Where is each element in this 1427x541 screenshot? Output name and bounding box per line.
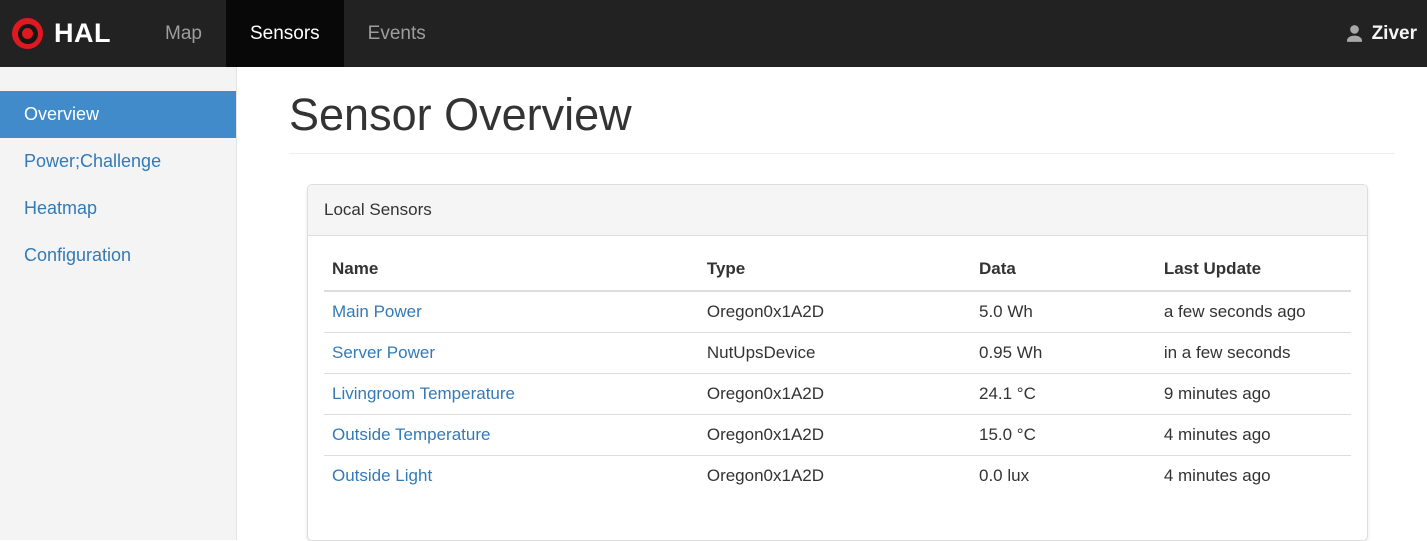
- column-header-last-update: Last Update: [1155, 247, 1351, 292]
- sensor-last-update: 4 minutes ago: [1155, 454, 1351, 496]
- column-header-data: Data: [970, 247, 1156, 292]
- table-row: Main Power Oregon0x1A2D 5.0 Wh a few sec…: [324, 290, 1351, 333]
- brand-home-link[interactable]: HAL: [0, 0, 127, 67]
- main-nav: Map Sensors Events: [141, 0, 450, 67]
- sensor-data: 24.1 °C: [970, 372, 1156, 415]
- main-content: Sensor Overview Local Sensors Name Type …: [238, 90, 1427, 541]
- table-header-row: Name Type Data Last Update: [324, 247, 1351, 292]
- person-icon: [1346, 25, 1362, 42]
- sensor-type: Oregon0x1A2D: [698, 413, 971, 456]
- sensor-type: Oregon0x1A2D: [698, 290, 971, 333]
- sensor-data: 0.0 lux: [970, 454, 1156, 496]
- sidebar-item-configuration[interactable]: Configuration: [24, 245, 132, 265]
- sensor-last-update: a few seconds ago: [1155, 290, 1351, 333]
- table-row: Livingroom Temperature Oregon0x1A2D 24.1…: [324, 372, 1351, 415]
- nav-item-map[interactable]: Map: [165, 23, 202, 44]
- table-row: Outside Temperature Oregon0x1A2D 15.0 °C…: [324, 413, 1351, 456]
- user-menu[interactable]: Ziver: [1344, 0, 1427, 67]
- panel-body: Name Type Data Last Update Main Power Or…: [308, 236, 1367, 540]
- user-name: Ziver: [1371, 22, 1417, 44]
- brand-text: HAL: [54, 18, 111, 48]
- sensor-last-update: 4 minutes ago: [1155, 413, 1351, 456]
- column-header-name: Name: [324, 247, 699, 292]
- sensor-data: 5.0 Wh: [970, 290, 1156, 333]
- sensor-link-livingroom-temperature[interactable]: Livingroom Temperature: [332, 383, 515, 403]
- panel-title: Local Sensors: [308, 184, 1367, 236]
- sensor-data: 15.0 °C: [970, 413, 1156, 456]
- hal-target-icon: [12, 18, 43, 49]
- sensor-link-outside-temperature[interactable]: Outside Temperature: [332, 424, 491, 444]
- sensor-type: NutUpsDevice: [698, 331, 971, 374]
- sensor-link-server-power[interactable]: Server Power: [332, 342, 435, 362]
- local-sensors-panel: Local Sensors Name Type Data Last Update…: [307, 183, 1368, 541]
- sensor-link-main-power[interactable]: Main Power: [332, 301, 422, 321]
- sensor-type: Oregon0x1A2D: [698, 454, 971, 496]
- nav-item-events[interactable]: Events: [367, 23, 426, 44]
- page-title: Sensor Overview: [289, 90, 1395, 154]
- table-row: Server Power NutUpsDevice 0.95 Wh in a f…: [324, 331, 1351, 374]
- sidebar-item-heatmap[interactable]: Heatmap: [24, 198, 98, 218]
- sensor-link-outside-light[interactable]: Outside Light: [332, 465, 433, 485]
- sidebar: Overview Power;Challenge Heatmap Configu…: [0, 67, 237, 540]
- sidebar-item-power-challenge[interactable]: Power;Challenge: [24, 151, 162, 171]
- sensor-last-update: in a few seconds: [1155, 331, 1351, 374]
- sensor-last-update: 9 minutes ago: [1155, 372, 1351, 415]
- table-row: Outside Light Oregon0x1A2D 0.0 lux 4 min…: [324, 454, 1351, 496]
- sensor-data: 0.95 Wh: [970, 331, 1156, 374]
- column-header-type: Type: [698, 247, 971, 292]
- sensor-type: Oregon0x1A2D: [698, 372, 971, 415]
- sensors-table: Name Type Data Last Update Main Power Or…: [324, 247, 1351, 496]
- top-navbar: HAL Map Sensors Events Ziver: [0, 0, 1427, 67]
- nav-item-sensors[interactable]: Sensors: [225, 0, 344, 67]
- sidebar-item-overview[interactable]: Overview: [0, 91, 236, 138]
